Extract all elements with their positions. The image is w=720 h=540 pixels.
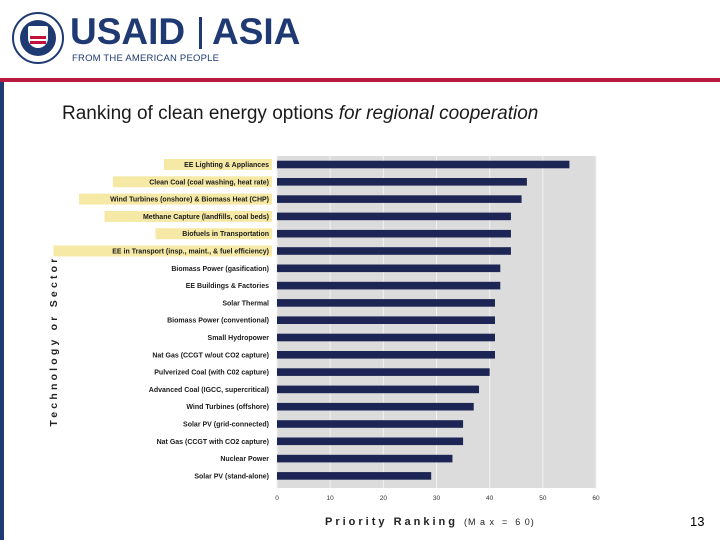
brand-name: USAID	[70, 11, 186, 52]
bar	[277, 229, 511, 238]
x-tick-label: 20	[380, 495, 388, 502]
category-label: EE Buildings & Factories	[186, 283, 269, 290]
bar	[277, 247, 511, 255]
bar	[277, 437, 464, 446]
x-axis-label: Priority Ranking (M a x = 6 0)	[325, 516, 535, 528]
x-tick-label: 50	[539, 495, 547, 502]
bar	[277, 299, 495, 307]
bar	[277, 385, 480, 394]
bar	[277, 333, 495, 342]
x-tick-label: 60	[592, 495, 600, 502]
bar	[277, 472, 432, 480]
category-label: Wind Turbines (onshore) & Biomass Heat (…	[110, 197, 269, 204]
slide-header: USAID ASIA FROM THE AMERICAN PEOPLE	[0, 0, 720, 78]
brand-region: ASIA	[212, 11, 301, 52]
bar	[277, 264, 501, 273]
category-label: Biomass Power (gasification)	[171, 266, 269, 273]
x-tick-label: 40	[486, 495, 494, 502]
x-axis-label-main: Priority Ranking	[325, 516, 458, 528]
slide-title: Ranking of clean energy options for regi…	[62, 103, 538, 125]
category-highlight	[79, 193, 272, 205]
category-label: Wind Turbines (offshore)	[186, 404, 269, 411]
brand-tagline: FROM THE AMERICAN PEOPLE	[72, 53, 220, 64]
bar	[277, 178, 527, 186]
category-label: Nuclear Power	[220, 456, 269, 463]
bar	[277, 420, 464, 428]
bar	[277, 195, 522, 203]
category-highlight	[164, 159, 272, 170]
bar	[277, 316, 495, 324]
bar	[277, 402, 474, 411]
category-label: Biomass Power (conventional)	[167, 318, 269, 325]
slide-title-main: Ranking of clean energy options	[62, 103, 339, 124]
header-divider	[0, 78, 720, 82]
category-label: Pulverized Coal (with C02 capture)	[154, 370, 269, 377]
category-highlight	[104, 210, 272, 222]
bar	[277, 160, 570, 169]
category-label: Nat Gas (CCGT w/out CO2 capture)	[152, 352, 269, 359]
bar	[277, 351, 495, 359]
category-highlight	[155, 228, 272, 240]
bar	[277, 212, 511, 221]
x-axis-label-note: (M a x = 6 0)	[464, 517, 535, 527]
category-label: Biofuels in Transportation	[182, 231, 269, 238]
category-label: Nat Gas (CCGT with CO2 capture)	[157, 439, 269, 446]
y-axis-label: Technology or Sector	[48, 255, 60, 426]
category-label: Solar Thermal	[222, 300, 269, 307]
x-tick-label: 30	[433, 495, 441, 502]
category-label: Solar PV (stand-alone)	[194, 473, 269, 480]
category-label: Advanced Coal (IGCC, supercritical)	[149, 387, 269, 394]
left-accent-bar	[0, 82, 4, 540]
category-highlight	[113, 176, 272, 188]
page-number: 13	[690, 514, 705, 529]
usaid-seal-icon	[12, 12, 64, 64]
x-tick-label: 0	[275, 495, 279, 502]
bar	[277, 454, 453, 463]
category-label: Solar PV (grid-connected)	[183, 422, 269, 429]
category-highlight	[53, 245, 272, 257]
category-label: EE in Transport (insp., maint., & fuel e…	[112, 249, 269, 256]
bar	[277, 368, 490, 376]
x-tick-label: 10	[327, 495, 335, 502]
category-label: Small Hydropower	[208, 335, 270, 342]
category-label: EE Lighting & Appliances	[184, 162, 269, 169]
brand-separator	[199, 17, 202, 49]
category-label: Clean Coal (coal washing, heat rate)	[149, 179, 269, 186]
category-label: Methane Capture (landfills, coal beds)	[143, 214, 269, 221]
slide-title-italic: for regional cooperation	[338, 103, 539, 124]
bar	[277, 281, 501, 290]
